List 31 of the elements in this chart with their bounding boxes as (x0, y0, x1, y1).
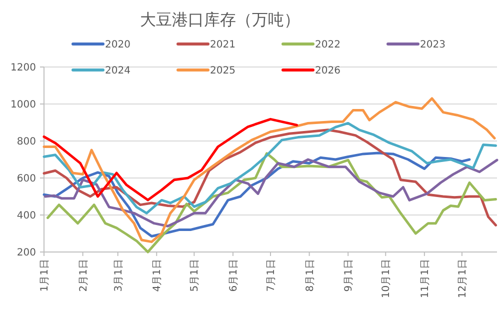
legend-label: 2022 (315, 40, 340, 50)
x-tick-label: 10月1日 (381, 259, 392, 298)
legend-label: 2023 (420, 40, 446, 50)
line-series (42, 118, 298, 202)
legend-label: 2025 (210, 66, 236, 76)
legend-label: 2024 (105, 66, 130, 76)
x-tick-label: 11月1日 (420, 259, 431, 298)
x-tick-label: 12月1日 (457, 259, 468, 298)
x-tick-label: 4月1日 (152, 259, 164, 292)
y-tick-label: 1200 (10, 62, 36, 74)
chart-title: 大豆港口库存（万吨） (140, 10, 300, 29)
legend-label: 2026 (315, 66, 340, 76)
line-series (46, 152, 497, 254)
legend-label: 2020 (105, 40, 130, 50)
x-tick-label: 6月1日 (228, 259, 240, 292)
line-series (44, 158, 498, 228)
y-tick-label: 800 (16, 136, 36, 148)
x-tick-label: 2月1日 (78, 259, 90, 292)
x-tick-label: 9月1日 (344, 259, 355, 292)
line-series (42, 122, 497, 214)
legend-label: 2021 (210, 40, 236, 50)
x-tick-label: 5月1日 (190, 259, 201, 292)
y-tick-label: 600 (16, 174, 36, 184)
x-tick-label: 3月1日 (113, 259, 124, 292)
y-tick-label: 200 (16, 248, 36, 258)
line-series (42, 97, 496, 244)
x-tick-label: 8月1日 (304, 259, 316, 292)
x-tick-label: 7月1日 (266, 259, 277, 292)
y-tick-label: 1000 (10, 100, 36, 110)
x-tick-label: 1月1日 (40, 259, 50, 292)
y-tick-label: 400 (16, 210, 36, 222)
